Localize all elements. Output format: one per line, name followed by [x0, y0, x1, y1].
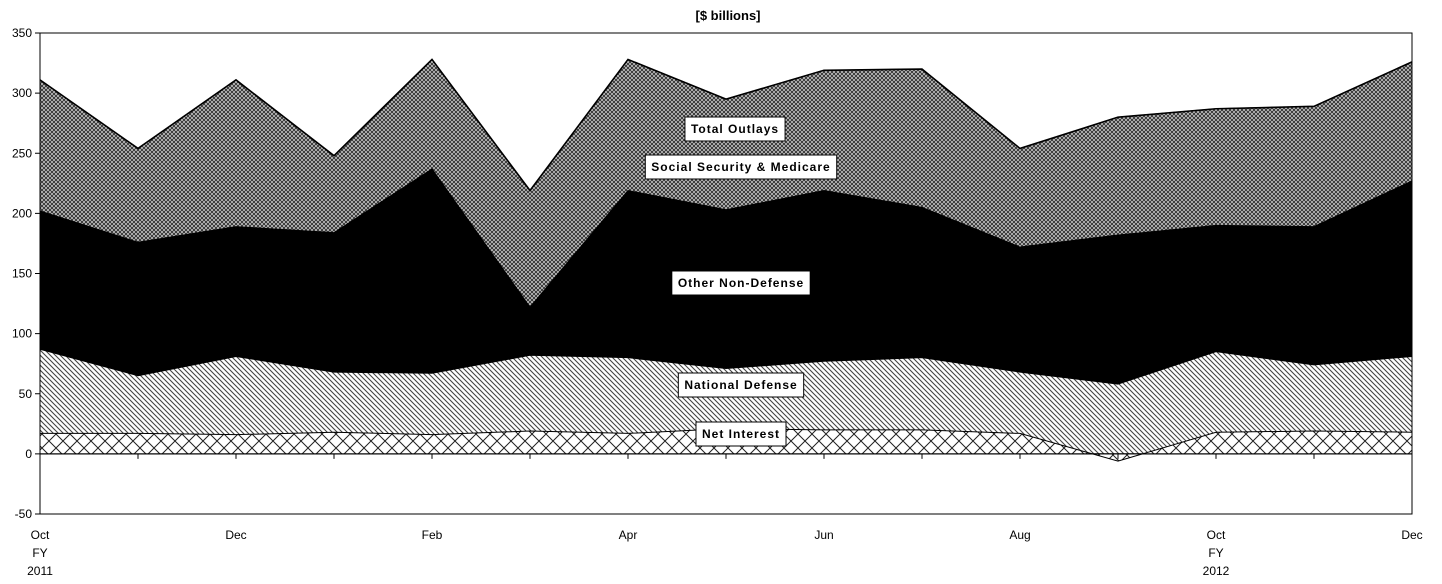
- chart-title: [$ billions]: [696, 8, 761, 23]
- x-tick-label: Aug: [1009, 528, 1030, 542]
- label-total-outlays: Total Outlays: [684, 116, 786, 142]
- total-outlays-line: [39, 58, 1413, 192]
- label-text: Total Outlays: [691, 122, 779, 136]
- label-box: [695, 421, 787, 447]
- label-text: National Defense: [684, 378, 797, 392]
- x-tick-label: Dec: [225, 528, 246, 542]
- x-tick-label: Dec: [1401, 528, 1422, 542]
- label-box: [677, 372, 805, 398]
- label-text: Other Non-Defense: [678, 276, 804, 290]
- label-box: [644, 154, 838, 180]
- label-text: Net Interest: [702, 427, 780, 441]
- x-tick-label: 2011: [27, 564, 53, 578]
- label-national-defense: National Defense: [677, 372, 805, 398]
- label-box: [671, 270, 811, 296]
- x-tick-label: FY: [1208, 546, 1223, 560]
- y-tick-label: 100: [12, 327, 32, 341]
- y-tick-label: -50: [15, 507, 33, 521]
- label-net-interest: Net Interest: [695, 421, 787, 447]
- label-social-security-and-medicare: Social Security & Medicare: [644, 154, 838, 180]
- y-tick-label: 50: [19, 387, 33, 401]
- y-tick-label: 250: [12, 146, 32, 160]
- y-tick-label: 150: [12, 267, 32, 281]
- y-tick-label: 350: [12, 26, 32, 40]
- x-tick-label: FY: [32, 546, 47, 560]
- y-tick-label: 0: [25, 447, 32, 461]
- label-box: [684, 116, 786, 142]
- y-tick-label: 300: [12, 86, 32, 100]
- label-other-non-defense: Other Non-Defense: [671, 270, 811, 296]
- label-text: Social Security & Medicare: [651, 160, 830, 174]
- stacked-areas: [39, 58, 1413, 462]
- y-tick-label: 200: [12, 206, 32, 220]
- x-tick-label: Feb: [422, 528, 443, 542]
- x-tick-label: 2012: [1203, 564, 1230, 578]
- x-tick-label: Oct: [31, 528, 50, 542]
- x-tick-label: Oct: [1207, 528, 1226, 542]
- x-tick-label: Apr: [619, 528, 638, 542]
- x-tick-label: Jun: [814, 528, 833, 542]
- series-labels: Total Outlays Social Security & Medicare O…: [644, 116, 838, 447]
- area-national-defense: [39, 348, 1413, 455]
- axes: 350 300 250 200 150 100 50 0 -50 Oct FY 2011 Dec Feb A…: [12, 26, 1423, 578]
